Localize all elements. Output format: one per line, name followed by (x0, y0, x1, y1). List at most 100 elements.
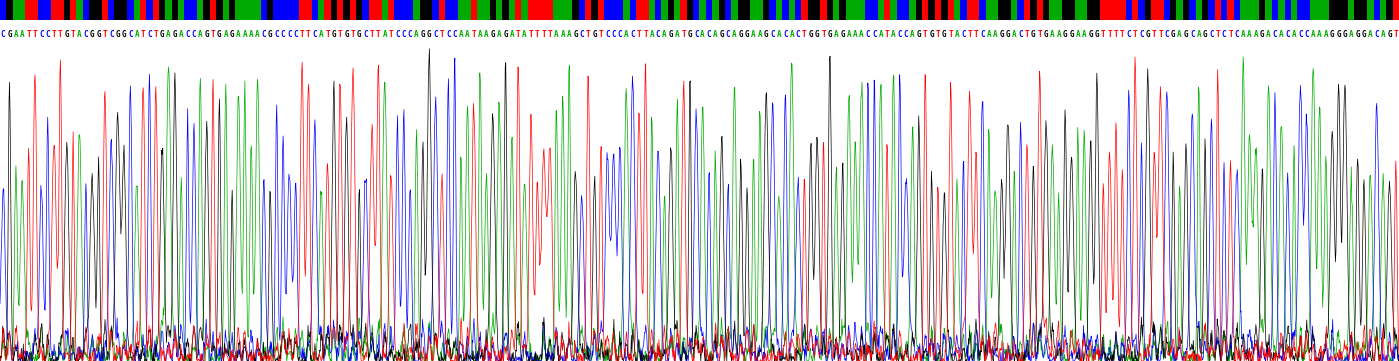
Text: A: A (701, 30, 705, 39)
Bar (483, 0, 490, 20)
Text: G: G (1031, 30, 1035, 39)
Bar (1112, 0, 1119, 20)
Bar (942, 0, 947, 20)
Text: G: G (739, 30, 743, 39)
Text: A: A (1051, 30, 1055, 39)
Bar (1144, 0, 1151, 20)
Text: G: G (332, 30, 336, 39)
Text: G: G (204, 30, 208, 39)
Bar (13, 0, 20, 20)
Bar (1042, 0, 1049, 20)
Bar (413, 0, 420, 20)
Text: C: C (274, 30, 278, 39)
Bar (762, 0, 769, 20)
Text: G: G (427, 30, 431, 39)
Text: G: G (1343, 30, 1347, 39)
Bar (547, 0, 553, 20)
Bar (312, 0, 318, 20)
Text: A: A (242, 30, 248, 39)
Bar (350, 0, 357, 20)
Text: G: G (828, 30, 832, 39)
Text: T: T (586, 30, 590, 39)
Bar (1056, 0, 1062, 20)
Bar (1354, 0, 1361, 20)
Text: C: C (364, 30, 368, 39)
Text: C: C (694, 30, 698, 39)
Text: G: G (688, 30, 693, 39)
Bar (572, 0, 579, 20)
Bar (1279, 0, 1284, 20)
Text: C: C (129, 30, 133, 39)
Text: G: G (7, 30, 11, 39)
Text: G: G (269, 30, 273, 39)
Bar (540, 0, 547, 20)
Text: A: A (236, 30, 241, 39)
Bar (1119, 0, 1126, 20)
Text: G: G (942, 30, 947, 39)
Text: G: G (491, 30, 495, 39)
Bar (1024, 0, 1030, 20)
Bar (725, 0, 732, 20)
Bar (1164, 0, 1170, 20)
Text: A: A (624, 30, 628, 39)
Text: A: A (853, 30, 858, 39)
Text: C: C (84, 30, 88, 39)
Bar (693, 0, 700, 20)
Bar (57, 0, 63, 20)
Bar (375, 0, 382, 20)
Bar (242, 0, 248, 20)
Text: A: A (319, 30, 323, 39)
Bar (1342, 0, 1349, 20)
Bar (712, 0, 719, 20)
Text: G: G (172, 30, 178, 39)
Text: C: C (192, 30, 196, 39)
Text: A: A (77, 30, 81, 39)
Bar (388, 0, 395, 20)
Text: G: G (841, 30, 845, 39)
Bar (642, 0, 649, 20)
Text: T: T (516, 30, 520, 39)
Text: G: G (1356, 30, 1360, 39)
Text: G: G (229, 30, 235, 39)
Bar (744, 0, 750, 20)
Text: G: G (97, 30, 101, 39)
Bar (1011, 0, 1017, 20)
Text: A: A (674, 30, 680, 39)
Text: A: A (484, 30, 488, 39)
Text: T: T (351, 30, 355, 39)
Text: T: T (102, 30, 108, 39)
Bar (1202, 0, 1209, 20)
Text: A: A (751, 30, 755, 39)
Text: T: T (59, 30, 63, 39)
Text: C: C (726, 30, 730, 39)
Bar (1170, 0, 1177, 20)
Text: C: C (866, 30, 870, 39)
Bar (159, 0, 165, 20)
Text: C: C (45, 30, 50, 39)
Bar (916, 0, 922, 20)
Bar (610, 0, 617, 20)
Text: G: G (1146, 30, 1150, 39)
Bar (152, 0, 159, 20)
Text: G: G (1203, 30, 1207, 39)
Bar (1297, 0, 1304, 20)
Text: A: A (382, 30, 388, 39)
Text: C: C (446, 30, 450, 39)
Text: G: G (1388, 30, 1392, 39)
Bar (960, 0, 967, 20)
Bar (457, 0, 464, 20)
Text: T: T (1038, 30, 1042, 39)
Bar (1329, 0, 1336, 20)
Bar (1132, 0, 1139, 20)
Bar (120, 0, 127, 20)
Text: T: T (802, 30, 807, 39)
Text: C: C (281, 30, 285, 39)
Bar (789, 0, 795, 20)
Text: G: G (592, 30, 597, 39)
Text: T: T (1158, 30, 1163, 39)
Text: T: T (681, 30, 686, 39)
Text: T: T (884, 30, 890, 39)
Bar (280, 0, 287, 20)
Text: A: A (1178, 30, 1182, 39)
Text: A: A (1196, 30, 1200, 39)
